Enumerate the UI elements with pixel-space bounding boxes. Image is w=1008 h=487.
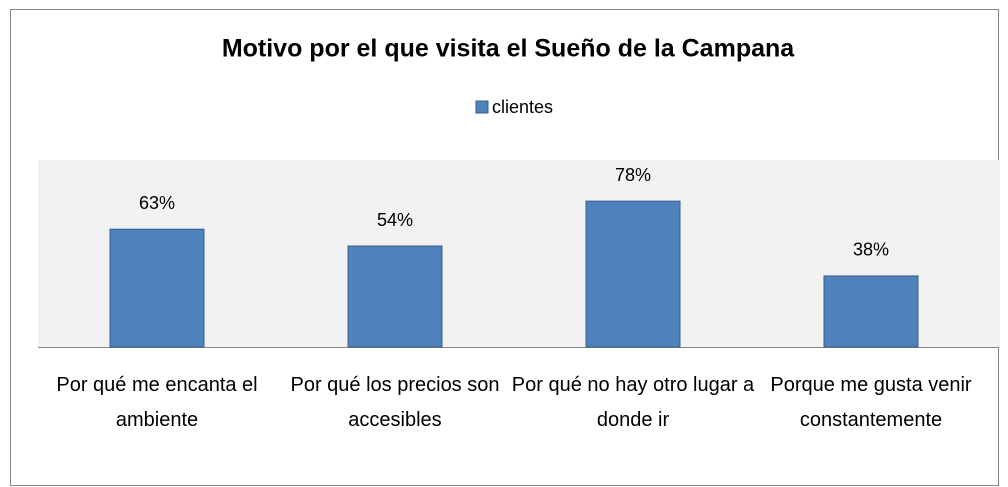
- bar: [109, 228, 205, 348]
- chart-title: Motivo por el que visita el Sueño de la …: [222, 35, 795, 63]
- value-label: 38%: [853, 240, 889, 260]
- legend-label: clientes: [492, 97, 553, 117]
- bar: [347, 245, 443, 348]
- bar: [585, 200, 681, 348]
- x-tick-label: Por qué los precios son accesibles: [290, 374, 500, 431]
- bar: [823, 275, 919, 348]
- value-label: 63%: [139, 193, 175, 213]
- x-tick-label: Por qué no hay otro lugar a donde ir: [511, 374, 755, 431]
- x-tick-label: Por qué me encanta el ambiente: [56, 374, 258, 431]
- x-tick-label: Porque me gusta venir constantemente: [770, 374, 972, 431]
- value-label: 78%: [615, 165, 651, 185]
- value-label: 54%: [377, 210, 413, 230]
- legend-swatch: [475, 100, 489, 114]
